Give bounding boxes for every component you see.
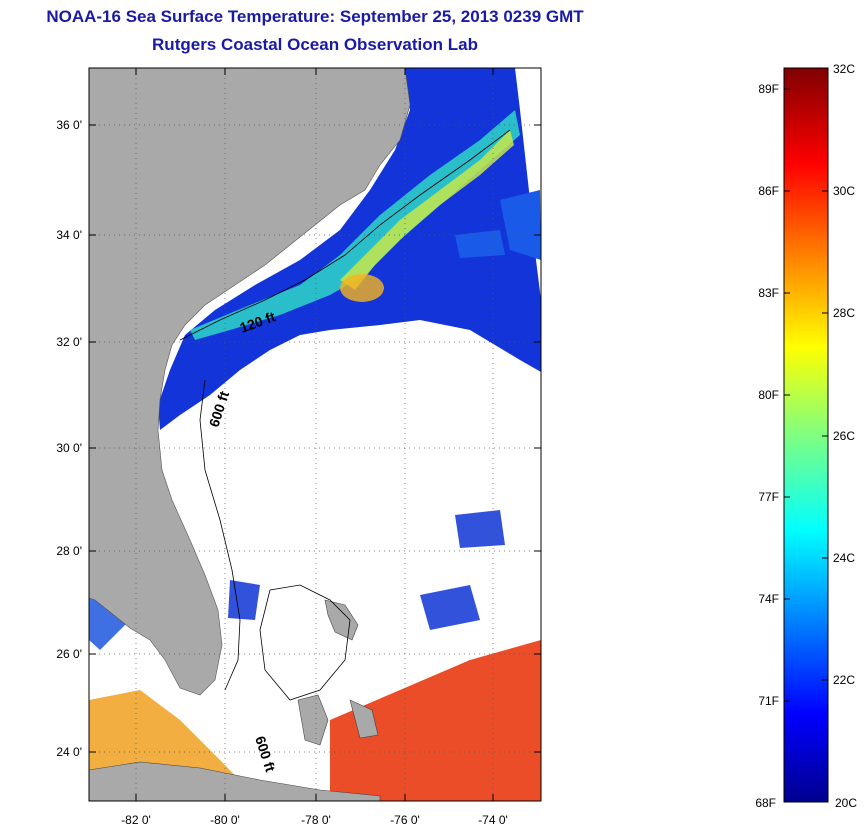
colorbar-c-label: 30C xyxy=(833,184,855,198)
colorbar-f-label: 77F xyxy=(758,490,779,504)
contour-600ft xyxy=(199,379,241,691)
axis-ticks xyxy=(89,68,541,801)
map-title: NOAA-16 Sea Surface Temperature: Septemb… xyxy=(46,7,584,26)
lat-tick-label: 24 0' xyxy=(56,745,82,759)
land-cuba xyxy=(89,761,381,801)
colorbar-c-label: 26C xyxy=(833,429,855,443)
sst-swath-south xyxy=(330,640,541,801)
gulf-stream-band xyxy=(190,110,520,340)
lat-tick-label: 26 0' xyxy=(56,647,82,661)
lat-tick-label: 30 0' xyxy=(56,441,82,455)
colorbar-c-label: 20C xyxy=(835,796,857,810)
lat-tick-label: 34 0' xyxy=(56,228,82,242)
colorbar-f-label: 83F xyxy=(758,286,779,300)
sst-patches-offshore xyxy=(455,190,541,260)
graticule xyxy=(89,68,541,801)
colorbar-c-label: 24C xyxy=(833,551,855,565)
land-us-east-coast xyxy=(89,68,411,696)
colorbar-f-label: 89F xyxy=(758,82,779,96)
lon-tick-label: -76 0' xyxy=(390,813,420,827)
map-frame xyxy=(88,67,542,802)
gulf-stream-core xyxy=(340,130,514,290)
contour-bahamas-bank xyxy=(259,584,351,701)
colorbar-c-label: 22C xyxy=(833,673,855,687)
colorbar-f-label: 71F xyxy=(758,694,779,708)
colorbar-c-label: 28C xyxy=(833,306,855,320)
lon-tick-label: -82 0' xyxy=(121,813,151,827)
lat-tick-label: 36 0' xyxy=(56,118,82,132)
lat-tick-label: 28 0' xyxy=(56,544,82,558)
warm-eddy xyxy=(340,274,384,302)
colorbar-f-label: 86F xyxy=(758,184,779,198)
colorbar-c-label: 32C xyxy=(833,62,855,76)
land-bahamas xyxy=(297,599,379,746)
lon-tick-label: -78 0' xyxy=(301,813,331,827)
colorbar-ticks xyxy=(784,67,828,702)
map-subtitle: Rutgers Coastal Ocean Observation Lab xyxy=(152,35,478,54)
contour-120ft xyxy=(179,129,511,341)
colorbar: 89F 86F 83F 80F 77F 74F 71F 68F 32C 30C … xyxy=(755,62,857,810)
lon-tick-label: -80 0' xyxy=(210,813,240,827)
lat-tick-label: 32 0' xyxy=(56,335,82,349)
colorbar-f-label: 80F xyxy=(758,388,779,402)
colorbar-f-label: 74F xyxy=(758,592,779,606)
colorbar-f-label: 68F xyxy=(755,796,776,810)
sst-patches-central xyxy=(228,510,505,630)
map-panel: 120 ft 600 ft 600 ft xyxy=(89,68,541,801)
colorbar-gradient xyxy=(783,67,829,803)
lon-tick-label: -74 0' xyxy=(478,813,508,827)
